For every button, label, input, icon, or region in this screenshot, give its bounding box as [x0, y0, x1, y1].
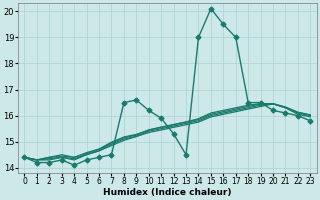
X-axis label: Humidex (Indice chaleur): Humidex (Indice chaleur) [103, 188, 232, 197]
